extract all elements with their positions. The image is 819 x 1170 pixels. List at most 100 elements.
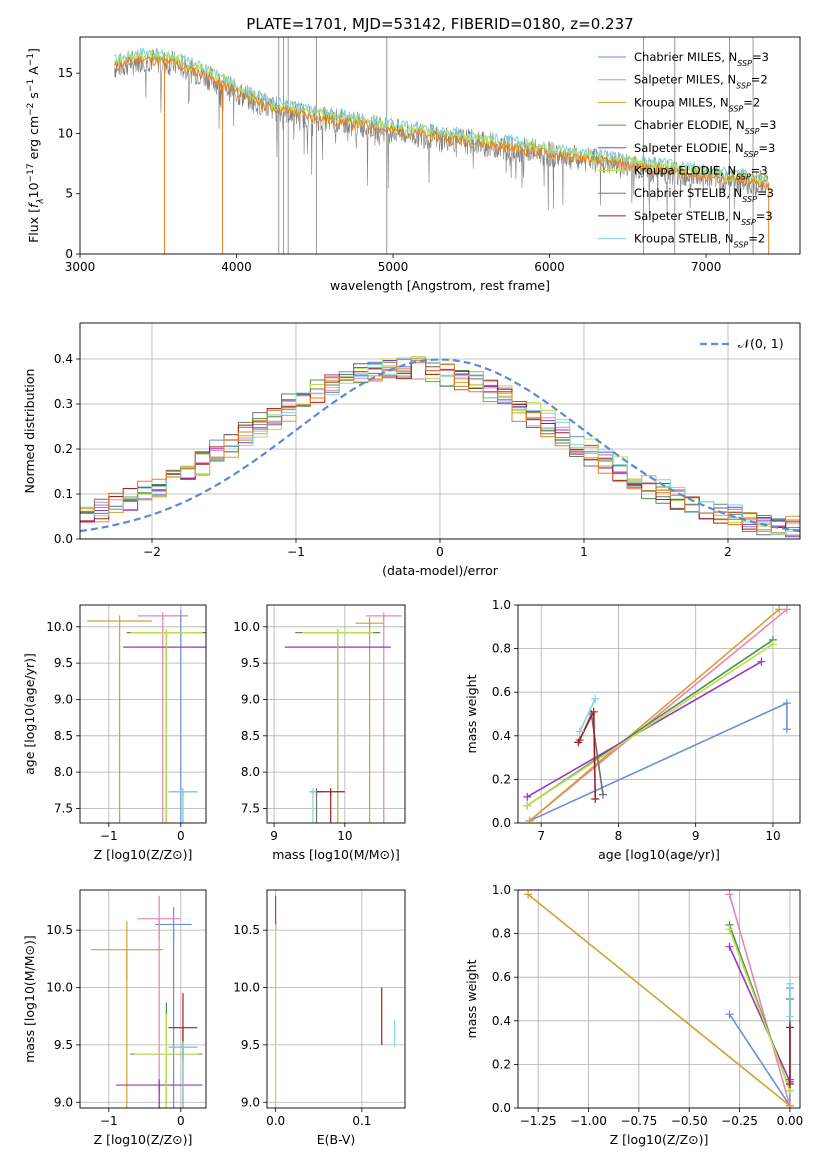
legend-sub: SSP [744,149,759,158]
mass-vs-extinction-panel: 0.0 0.1 9.0 9.5 10.0 10.5 E(B-V) [233,889,406,1147]
legend-name: Kroupa ELODIE, N [634,164,736,178]
model-spectrum [113,56,769,190]
legend-sub: SSP [742,195,757,204]
axes-frame [79,322,801,540]
grid-lines [518,604,800,824]
mass-weight-point [725,890,734,899]
axes: 7 8 9 10 0.0 0.2 0.4 0.6 0.8 1.0 age [log10(age/yr… [464,598,801,862]
grid-lines [80,323,800,540]
axes: −2 −1 0 1 2 0.0 0.1 0.2 0.3 0.4 (data-model)/error… [22,322,801,578]
legend-label: Chabrier STELIB, NSSP=3 [634,186,774,204]
x-tick-label: −2 [143,545,161,559]
y-tick-label: 0.2 [492,772,511,786]
y-tick-label: 9.0 [241,1095,260,1109]
y-axis-label: mass [log10(M/M⊙)] [22,935,37,1063]
axes-frame [517,604,801,824]
age-vs-metallicity-panel: −1 0 7.5 8.0 8.5 9.0 9.5 10.0 Z [log10(Z/Z⊙)] age… [22,604,207,862]
y-axis-label: mass weight [464,959,479,1038]
plot-area [87,610,206,823]
x-tick-label: 7000 [691,260,722,274]
mass-weight-point [785,1012,794,1021]
mass-weight-point [782,699,791,708]
mass-weight-line [728,928,791,1091]
mass-weight-point [589,707,598,716]
plot-area [113,37,770,254]
y-tick-label: 9.5 [54,656,73,670]
y-tick-label: 9.5 [241,1038,260,1052]
y-axis-label: Normed distribution [22,369,37,494]
y-tick-label: 10.0 [46,981,73,995]
legend-label: Salpeter ELODIE, NSSP=3 [634,141,775,159]
mass-vs-metallicity-panel: −1 0 9.0 9.5 10.0 10.5 Z [log10(Z/Z⊙)] mass [lo… [22,889,207,1147]
legend-sub: SSP [745,127,760,136]
plot-area [284,612,402,823]
legend-label: Chabrier ELODIE, NSSP=3 [634,118,776,136]
legend-value: =2 [743,95,760,109]
y-label-part: 10 [26,182,41,198]
y-tick-label: 9.5 [241,656,260,670]
x-tick-label: −0.50 [671,1114,708,1128]
mass-weight-point [785,1101,794,1108]
y-label-part: −2 [26,103,36,116]
x-tick-label: −1.00 [570,1114,607,1128]
x-tick-label: −1 [100,1114,118,1128]
y-label-part: erg cm [26,116,41,164]
legend-value: =3 [760,118,777,132]
mass-weight-line [527,893,791,1107]
legend-value: =3 [751,164,768,178]
mass-weight-point [785,1023,794,1032]
y-label-part: s [26,92,41,103]
legend-value: =3 [758,141,775,155]
mass-weight-line [728,894,791,1107]
axes-frame [79,36,801,255]
legend-name: Salpeter STELIB, N [634,209,741,223]
x-tick-label: 10 [337,829,352,843]
axes: 9 10 7.5 8.0 8.5 9.0 9.5 10.0 mass [log10(M/M⊙)] [233,604,406,862]
legend-label: Kroupa ELODIE, NSSP=3 [634,164,768,182]
y-label-part: −1 [26,53,36,66]
y-tick-label: 10.5 [233,923,260,937]
legend-sub: SSP [737,59,752,68]
mass-weight-vs-age-panel: 7 8 9 10 0.0 0.2 0.4 0.6 0.8 1.0 age [log10(age/yr… [464,598,801,862]
y-tick-label: 0.3 [54,397,73,411]
x-axis-label: mass [log10(M/M⊙)] [272,847,400,862]
x-tick-label: 6000 [534,260,565,274]
mass-weight-point [598,790,607,799]
x-tick-label: 1 [580,545,588,559]
legend-name: Salpeter MILES, N [634,73,736,87]
y-tick-label: 1.0 [492,883,511,897]
y-tick-label: 0.1 [54,487,73,501]
legend-sub: SSP [736,172,751,181]
x-tick-label: 5000 [378,260,409,274]
mass-weight-point [768,640,777,649]
mass-weight-point [775,605,784,614]
y-axis-label: mass weight [464,674,479,753]
y-tick-label: 15 [58,66,73,80]
mass-weight-line [529,608,780,822]
grid-lines [518,889,800,1109]
mass-weight-point [782,605,791,614]
legend-name: Kroupa STELIB, N [634,232,734,246]
x-tick-label: 8 [615,829,623,843]
legend-name: Chabrier ELODIE, N [634,118,745,132]
x-tick-label: 0.00 [777,1114,804,1128]
y-tick-label: 0.8 [492,927,511,941]
legend-name: Salpeter ELODIE, N [634,141,744,155]
axes-frame [266,889,406,1109]
legend-label: Salpeter MILES, NSSP=2 [634,73,768,91]
y-tick-label: 8.5 [241,729,260,743]
y-tick-label: 0.0 [492,1101,511,1115]
y-tick-label: 9.5 [54,1038,73,1052]
y-tick-label: 0.6 [492,970,511,984]
x-axis-label: wavelength [Angstrom, rest frame] [330,278,550,293]
y-tick-label: 10.0 [233,620,260,634]
x-tick-label: 0 [177,1114,185,1128]
x-axis-label: age [log10(age/yr)] [598,847,720,862]
legend-label: Chabrier MILES, NSSP=3 [634,50,769,68]
model-spectrum [114,47,769,183]
y-tick-label: 9.0 [54,692,73,706]
plot-area [90,895,203,1108]
mass-weight-point [757,657,766,666]
x-tick-label: 0.1 [352,1114,371,1128]
